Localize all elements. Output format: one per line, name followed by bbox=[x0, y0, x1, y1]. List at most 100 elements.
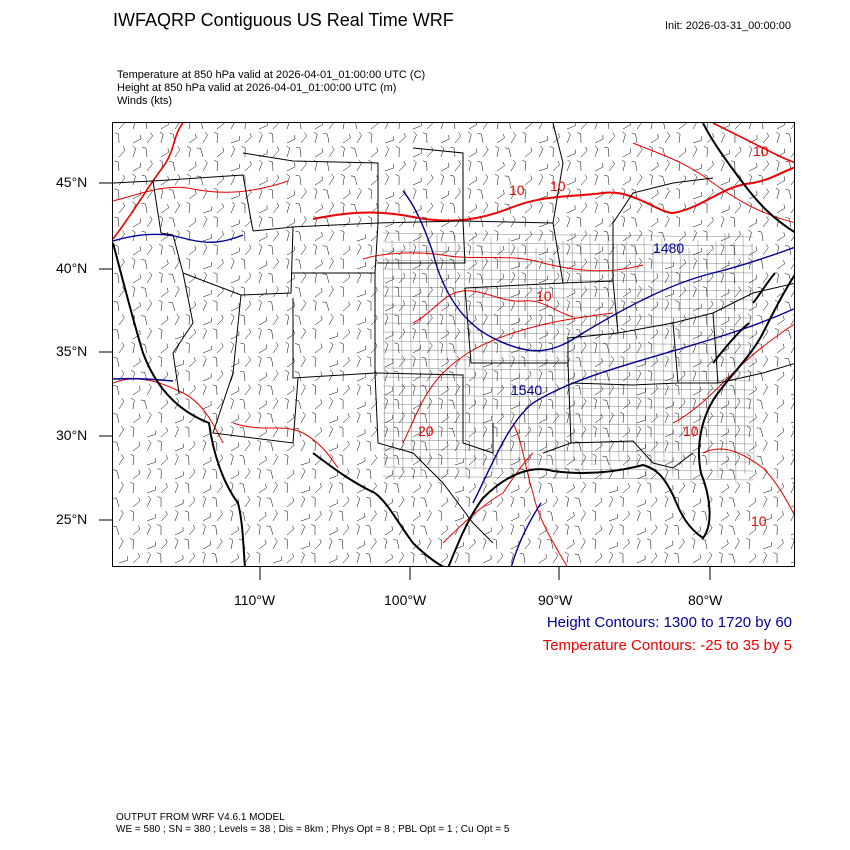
county-line bbox=[580, 241, 584, 476]
model-footer: OUTPUT FROM WRF V4.6.1 MODEL bbox=[116, 812, 285, 823]
wind-barb bbox=[240, 370, 246, 382]
wind-barb bbox=[467, 187, 472, 200]
wind-barb bbox=[620, 412, 625, 424]
wind-barb bbox=[552, 524, 559, 536]
county-line bbox=[382, 457, 754, 463]
wind-barb bbox=[636, 471, 646, 480]
wind-barb bbox=[286, 201, 290, 214]
wind-barb bbox=[157, 468, 162, 480]
wind-barb bbox=[492, 538, 498, 550]
wind-barb bbox=[398, 356, 406, 368]
wind-barb bbox=[566, 243, 571, 256]
wind-barb bbox=[426, 537, 432, 550]
wind-barb bbox=[158, 299, 163, 312]
wind-barb bbox=[114, 132, 120, 144]
wind-barb bbox=[268, 160, 274, 172]
wind-barb bbox=[412, 149, 422, 158]
wind-barb bbox=[538, 275, 548, 284]
wind-barb bbox=[342, 496, 350, 508]
wind-barb bbox=[729, 413, 736, 424]
wind-barb bbox=[294, 427, 302, 438]
wind-barb bbox=[692, 313, 697, 326]
wind-barb bbox=[230, 201, 235, 214]
wind-barb bbox=[239, 455, 246, 466]
wind-barb bbox=[594, 302, 603, 312]
wind-barb bbox=[295, 259, 302, 270]
temperature-subtitle: Temperature at 850 hPa valid at 2026-04-… bbox=[117, 69, 426, 81]
wind-barb bbox=[370, 482, 377, 494]
wind-barb bbox=[410, 495, 415, 508]
wind-barb bbox=[438, 425, 443, 438]
wind-barb bbox=[286, 173, 290, 186]
wind-barb bbox=[350, 203, 358, 214]
wind-barb bbox=[748, 123, 752, 130]
wind-barb bbox=[440, 441, 449, 452]
wind-barb bbox=[202, 234, 213, 242]
wind-barb bbox=[342, 329, 350, 340]
wind-barb bbox=[566, 372, 576, 382]
county-line bbox=[382, 430, 754, 436]
wind-barb bbox=[202, 299, 207, 312]
wind-barb bbox=[692, 191, 702, 200]
wind-barb bbox=[692, 164, 703, 172]
wind-barb bbox=[398, 412, 405, 424]
wind-barb bbox=[328, 415, 338, 424]
wind-barb bbox=[608, 495, 614, 508]
wind-barb bbox=[118, 509, 124, 522]
wind-barb bbox=[622, 232, 631, 242]
wind-barb bbox=[437, 538, 442, 550]
wind-barb bbox=[174, 387, 184, 396]
wind-barb bbox=[636, 285, 642, 298]
wind-barb bbox=[295, 315, 302, 326]
wind-barb bbox=[356, 512, 366, 522]
wind-barb bbox=[160, 455, 168, 466]
wind-barb bbox=[367, 216, 372, 228]
wind-barb bbox=[312, 299, 317, 312]
wind-barb bbox=[412, 288, 422, 298]
wind-barb bbox=[440, 229, 444, 242]
wind-barb bbox=[631, 133, 638, 144]
wind-barb bbox=[328, 146, 335, 158]
wind-barb bbox=[762, 467, 768, 480]
wind-barb bbox=[482, 202, 489, 214]
wind-barb bbox=[216, 482, 223, 494]
wind-barb bbox=[158, 271, 163, 284]
wind-barb bbox=[258, 455, 267, 466]
wind-barb bbox=[114, 160, 120, 172]
wind-barb bbox=[719, 411, 724, 424]
wind-barb bbox=[366, 412, 372, 424]
wind-barb bbox=[748, 162, 758, 172]
wind-barb bbox=[438, 397, 443, 410]
wind-barb bbox=[410, 551, 415, 564]
county-line bbox=[652, 245, 656, 473]
wind-barb bbox=[748, 257, 752, 270]
wind-barb bbox=[174, 397, 180, 410]
wind-barb bbox=[580, 286, 587, 298]
wind-barb bbox=[608, 523, 614, 536]
wind-barb bbox=[240, 342, 246, 354]
wind-barb bbox=[776, 315, 785, 326]
wind-barb bbox=[356, 289, 366, 298]
wind-barb bbox=[702, 286, 708, 298]
wind-barb bbox=[294, 371, 302, 382]
temperature-label: 10 bbox=[550, 178, 566, 194]
wind-barb bbox=[230, 369, 235, 382]
wind-barb bbox=[648, 285, 653, 298]
wind-barb bbox=[129, 538, 134, 550]
wind-barb bbox=[368, 131, 373, 144]
wind-barb bbox=[439, 285, 444, 298]
wind-barb bbox=[174, 415, 184, 424]
wind-barb bbox=[411, 467, 415, 480]
wind-barb bbox=[188, 273, 197, 284]
wind-barb bbox=[790, 393, 794, 396]
wind-barb bbox=[719, 495, 723, 508]
wind-barb bbox=[548, 398, 554, 410]
county-line bbox=[463, 243, 467, 478]
wind-barb bbox=[300, 383, 306, 396]
wind-barb bbox=[719, 439, 724, 452]
wind-barb bbox=[118, 202, 126, 214]
wind-barb bbox=[538, 453, 542, 466]
wind-barb bbox=[566, 149, 576, 158]
wind-barb bbox=[384, 453, 388, 466]
